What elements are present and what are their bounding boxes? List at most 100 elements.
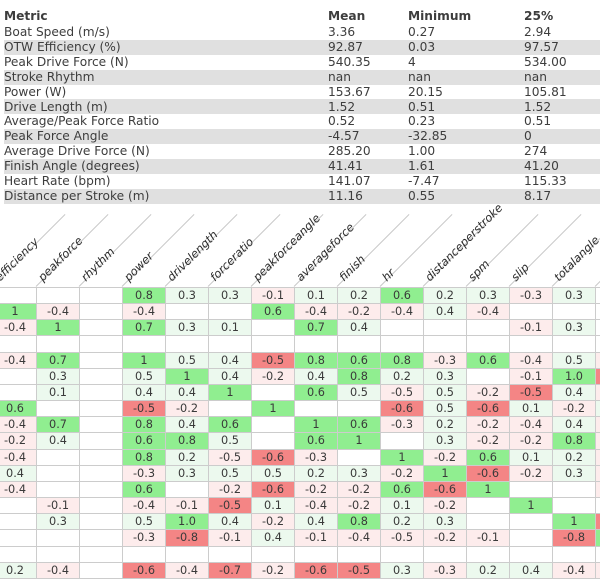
heatmap-cell: 0.7: [295, 320, 338, 337]
heatmap-cell: [37, 530, 80, 547]
heatmap-cell: -0.2: [252, 562, 295, 579]
column-separator-line: [379, 214, 453, 287]
heatmap-cell: [37, 288, 80, 305]
heatmap-cell: -0.3: [123, 465, 166, 482]
heatmap-cell: 0.4: [252, 530, 295, 547]
heatmap-cell: -0.3: [381, 417, 424, 434]
heatmap-cell: -0.6: [381, 401, 424, 418]
heatmap-cell: 0.1: [510, 449, 553, 466]
heatmap-cell: [510, 304, 553, 321]
metric-value: 115.33: [524, 174, 567, 189]
heatmap-cell: 0.8: [123, 417, 166, 434]
heatmap-cell: 0.8: [338, 514, 381, 531]
heatmap-cell: [596, 336, 600, 353]
metric-value: -4.57: [328, 129, 360, 144]
heatmap-cell: 0.3: [424, 514, 467, 531]
heatmap-cell: [510, 514, 553, 531]
heatmap-cell: -0.8: [166, 530, 209, 547]
heatmap-cell: [80, 384, 123, 402]
heatmap-cell: -0.4: [0, 417, 37, 434]
heatmap-column-label-slip: slip: [508, 260, 532, 284]
metric-value: -32.85: [408, 129, 448, 144]
heatmap-cell: 0.5: [338, 384, 381, 402]
heatmap-cell: [37, 465, 80, 482]
metric-value: 0.03: [408, 40, 436, 55]
metric-name: Heart Rate (bpm): [4, 174, 111, 189]
metric-value: 274: [524, 144, 548, 159]
metric-value: 3.36: [328, 25, 356, 40]
heatmap-cell: -0.4: [37, 304, 80, 321]
heatmap-cell: [596, 514, 600, 531]
metric-value: 1.52: [524, 99, 552, 114]
heatmap-cell: 0.8: [295, 352, 338, 369]
heatmap-cell: 0.2: [553, 449, 596, 466]
metrics-row: Stroke Rhythm nan nan nan: [4, 69, 600, 85]
heatmap-cell: [596, 288, 600, 305]
metrics-row: Boat Speed (m/s) 3.36 0.27 2.94: [4, 25, 600, 40]
heatmap-cell: 0.8: [338, 368, 381, 385]
heatmap-cell: -0.3: [295, 449, 338, 466]
heatmap-cell: -0.7: [209, 562, 252, 579]
metrics-row: Heart Rate (bpm) 141.07 -7.47 115.33: [4, 174, 600, 189]
heatmap-cell: -0.1: [166, 498, 209, 515]
heatmap-cell: -0.3: [424, 562, 467, 579]
heatmap-cell: 0.4: [510, 562, 553, 579]
heatmap-cell: -0.2: [467, 433, 510, 450]
heatmap-cell: -0.1: [295, 530, 338, 547]
heatmap-cell: -0.4: [0, 320, 37, 337]
heatmap-cell: 1: [510, 498, 553, 515]
heatmap-cell: 0.1: [209, 320, 252, 337]
heatmap-cell: [0, 384, 37, 402]
heatmap-cell: [553, 546, 596, 563]
heatmap-cell: -0.4: [166, 562, 209, 579]
heatmap-cell: -0.6: [424, 481, 467, 499]
heatmap-cell: -0.2: [338, 304, 381, 321]
heatmap-cell: 0.8: [166, 433, 209, 450]
metric-value: 1.61: [408, 159, 436, 174]
heatmap-cell: 0.6: [338, 417, 381, 434]
metrics-row: Peak Drive Force (N) 540.35 4 534.00: [4, 55, 600, 70]
heatmap-cell: 0.4: [0, 465, 37, 482]
metric-name: Boat Speed (m/s): [4, 25, 110, 40]
heatmap-cell: 1: [123, 352, 166, 369]
heatmap-cell: 0.1: [252, 498, 295, 515]
heatmap-cell: 0.6: [0, 401, 37, 418]
metric-value: 1.52: [328, 99, 356, 114]
heatmap-cell: [0, 336, 37, 353]
heatmap-cell: [80, 368, 123, 385]
heatmap-cell: 0.4: [553, 384, 596, 402]
heatmap-cell: -0.4: [295, 498, 338, 515]
heatmap-cell: -0.2: [381, 465, 424, 482]
heatmap-cell: [37, 481, 80, 499]
heatmap-cell: 0.1: [510, 401, 553, 418]
heatmap-cell: [381, 546, 424, 563]
column-separator-line: [121, 214, 195, 287]
heatmap-cell: -0.3: [510, 288, 553, 305]
heatmap-cell: 0.3: [467, 288, 510, 305]
heatmap-cell: -0.6: [295, 562, 338, 579]
heatmap-cell: -0.2: [0, 433, 37, 450]
heatmap-column-label-peakforceangle: peakforceangle: [250, 211, 324, 284]
heatmap-cell: [553, 481, 596, 499]
metrics-table: Metric Mean Minimum 25% Boat Speed (m/s) 3.3…: [4, 8, 600, 204]
heatmap-cell: -0.5: [510, 384, 553, 402]
heatmap-column-label-power: power: [121, 248, 157, 284]
metric-value: 41.20: [524, 159, 559, 174]
metric-value: 0.23: [408, 114, 436, 129]
heatmap-cell: [166, 481, 209, 499]
heatmap-cell: [80, 498, 123, 515]
heatmap-cell: 0.5: [553, 352, 596, 369]
heatmap-cell: 0.3: [166, 288, 209, 305]
heatmap-column-label-spm: spm: [465, 256, 493, 284]
metric-value: 0: [524, 129, 532, 144]
heatmap-cell: [338, 401, 381, 418]
heatmap-cell: 0.2: [467, 562, 510, 579]
column-separator-line: [551, 214, 600, 287]
heatmap-cell: 0.6: [338, 352, 381, 369]
heatmap-cell: 0.5: [424, 401, 467, 418]
heatmap-cell: 0.4: [123, 384, 166, 402]
heatmap-cell: [0, 530, 37, 547]
heatmap-cell: [166, 336, 209, 353]
metric-name: Power (W): [4, 84, 67, 99]
heatmap-cell: [381, 336, 424, 353]
